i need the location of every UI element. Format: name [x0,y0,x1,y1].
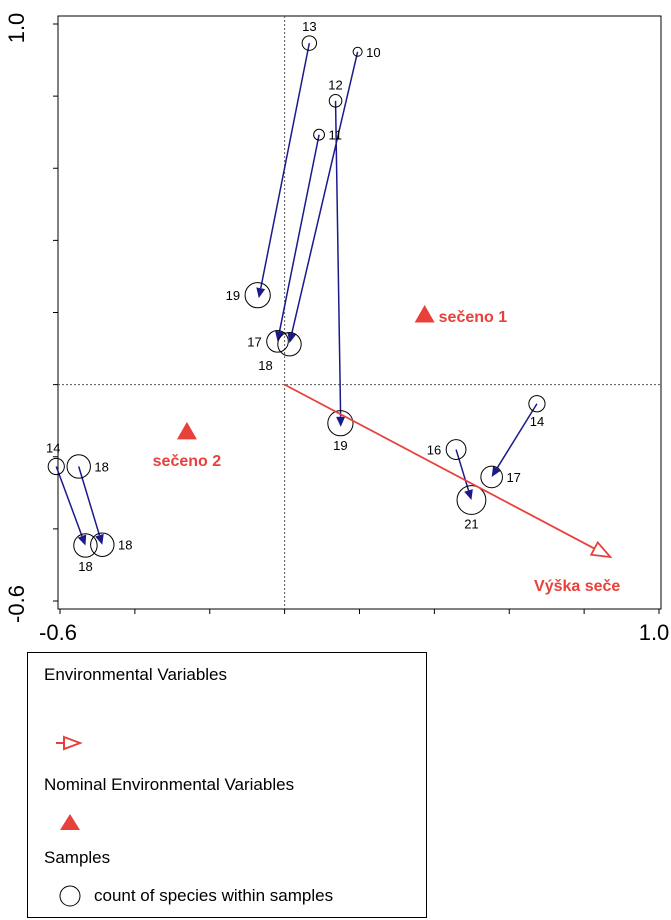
sample-circle [277,332,302,357]
sample-circle [328,94,343,108]
sample-arrow [256,42,311,299]
sample-label: 11 [328,128,342,143]
sample-circle [327,410,354,437]
nominal-label: sečeno 2 [153,453,222,470]
sample-circle [528,395,546,413]
sample-circle [244,282,271,309]
environmental-vector: Výška seče [284,383,620,595]
sample-label: 18 [118,538,132,553]
plot-frame [57,15,662,610]
sample-label: 18 [94,459,108,474]
ordination-plot: 13 10 12 11 19 17 18 19 16 14 17 21 14 18 18 18 Výška s… [4,13,670,645]
sample-label: 18 [258,358,272,373]
legend-samples-title: Samples [44,848,111,867]
nominal-triangle [176,421,197,440]
sample-arrow [334,100,346,427]
sample-circle [266,330,289,353]
sample-label: 16 [427,443,441,458]
sample-circle [313,128,325,141]
sample-arrow [275,134,320,342]
sample-circle [445,439,467,460]
sample-circle [456,485,487,515]
sample-label: 18 [78,559,92,574]
x-tick-max: 1.0 [639,620,670,645]
origin-lines [58,16,661,609]
env-vector-head [589,540,613,559]
sample-label: 14 [46,440,60,455]
nominal-variables: sečeno 1 sečeno 2 [153,305,508,470]
sample-label: 19 [226,288,240,303]
env-vector-label: Výška seče [534,578,620,595]
sample-arrow [491,403,538,477]
sample-arrow [55,466,87,546]
sample-circle [66,454,91,479]
sample-circle [352,46,363,57]
axis-ticks [53,23,660,614]
legend: Environmental Variables Nominal Environm… [27,652,427,918]
sample-label: 19 [333,438,347,453]
nominal-label: sečeno 1 [439,309,508,326]
legend-samples-desc: count of species within samples [94,886,334,905]
sample-circle [301,35,318,51]
x-tick-min: -0.6 [39,620,77,645]
circle-icon [59,885,81,907]
nominal-triangle [414,305,435,323]
y-tick-max: 1.0 [4,13,29,44]
sample-circle [73,533,98,558]
y-tick-min: -0.6 [4,585,29,623]
sample-label: 14 [530,414,544,429]
sample-label: 10 [366,45,380,60]
sample-arrow [455,449,473,501]
sample-arrows [55,42,538,546]
sample-circle [90,532,115,557]
legend-nominal-title: Nominal Environmental Variables [44,775,295,794]
hollow-arrow-icon [56,735,83,751]
sample-label: 13 [302,19,316,34]
sample-label: 12 [328,78,342,93]
sample-label: 17 [506,470,520,485]
triangle-icon [60,814,80,830]
sample-label: 17 [247,334,261,349]
sample-circles: 13 10 12 11 19 17 18 19 16 14 17 21 14 18 18 18 [46,19,546,574]
legend-env-title: Environmental Variables [44,665,227,684]
sample-circle [480,465,503,489]
sample-circle [47,457,65,476]
env-vector-line [284,383,595,550]
sample-label: 21 [464,516,478,531]
sample-arrow [287,51,359,344]
